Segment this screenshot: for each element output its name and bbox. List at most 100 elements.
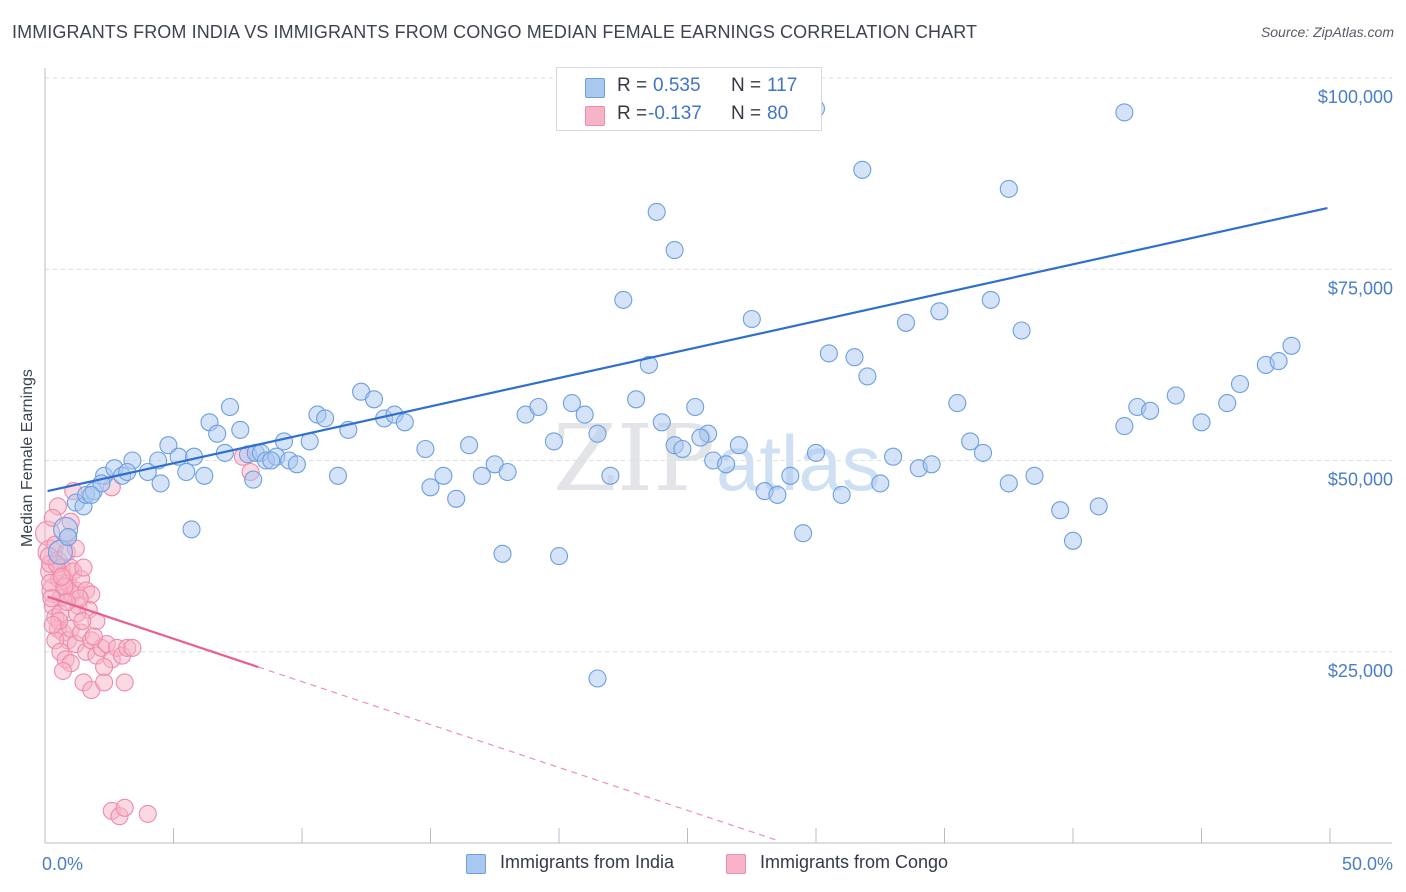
india-point <box>768 485 787 504</box>
india-point <box>328 466 348 485</box>
source-credit: Source: ZipAtlas.com <box>1260 24 1394 40</box>
india-point <box>639 355 658 374</box>
india-point <box>447 489 466 508</box>
india-point <box>1063 531 1083 550</box>
congo-point <box>115 673 134 692</box>
india-point <box>364 390 384 409</box>
india-point <box>498 462 517 482</box>
india-point <box>627 390 646 409</box>
axes <box>44 68 1392 844</box>
india-point <box>691 428 710 447</box>
india-point <box>1192 413 1211 432</box>
india-point <box>961 432 980 451</box>
congo-point <box>95 673 114 692</box>
x-tick-label: 0.0% <box>42 854 83 874</box>
india-series <box>47 99 1301 688</box>
y-tick-label: $100,000 <box>1318 87 1393 107</box>
india-legend-label: Immigrants from India <box>500 852 675 872</box>
india-point <box>686 397 705 417</box>
india-point <box>544 432 563 451</box>
congo-point <box>74 558 93 577</box>
india-point <box>853 160 872 179</box>
correlation-stats-box: R = 0.535 N = 117 R = -0.137 N = 80 <box>556 67 822 131</box>
india-point <box>1141 401 1160 420</box>
india-point <box>806 443 826 462</box>
congo-trend-extension <box>258 666 778 841</box>
india-point <box>665 241 684 260</box>
india-point <box>1051 501 1070 520</box>
india-point <box>588 669 607 688</box>
india-point <box>981 290 1000 309</box>
congo-point <box>53 661 73 680</box>
india-point <box>794 524 813 543</box>
india-point <box>82 485 101 504</box>
india-point <box>151 474 170 493</box>
trend-lines <box>47 206 1328 841</box>
y-tick-label: $25,000 <box>1328 661 1393 681</box>
congo-point <box>138 804 157 823</box>
india-point <box>1012 321 1031 340</box>
congo-point <box>43 615 62 635</box>
congo-point <box>115 798 134 817</box>
india-point <box>999 474 1018 493</box>
india-point <box>549 547 569 566</box>
congo-swatch <box>585 106 605 126</box>
india-point <box>262 451 281 470</box>
india-point <box>220 397 240 417</box>
congo-trend-line <box>47 595 259 669</box>
y-tick-label: $75,000 <box>1328 278 1393 298</box>
india-point <box>416 439 435 459</box>
india-point <box>729 436 748 455</box>
congo-n-label: N = <box>731 103 762 124</box>
india-point <box>1230 374 1250 394</box>
congo-legend-swatch <box>726 854 746 874</box>
stats-row-india: R = 0.535 N = 117 <box>557 72 821 102</box>
congo-r-value: -0.137 <box>648 103 702 124</box>
india-point <box>460 436 479 455</box>
india-point <box>884 447 903 466</box>
india-point <box>601 466 620 485</box>
india-n-value: 117 <box>767 75 798 96</box>
india-point <box>588 424 607 443</box>
india-point <box>973 443 993 462</box>
congo-point <box>52 567 71 586</box>
congo-legend-label: Immigrants from Congo <box>760 852 949 872</box>
india-point <box>472 466 491 485</box>
india-point <box>845 348 864 367</box>
watermark-zip: ZIP <box>553 405 715 512</box>
india-r-label: R = <box>617 75 648 96</box>
india-point <box>316 409 335 428</box>
x-tick-label: 50.0% <box>1342 854 1393 874</box>
india-legend-swatch <box>466 854 486 874</box>
india-point <box>421 478 440 497</box>
india-point <box>395 413 414 432</box>
india-point <box>614 290 633 309</box>
india-point <box>244 470 263 489</box>
india-point <box>871 474 890 493</box>
india-point <box>1115 103 1134 122</box>
india-point <box>647 202 666 221</box>
india-point <box>652 413 671 432</box>
india-point <box>287 455 306 474</box>
india-point <box>529 397 548 417</box>
india-point <box>832 485 851 504</box>
tick-labels: $25,000 $50,000 $75,000 $100,000 0.0% 50.0% <box>42 87 1393 874</box>
india-point <box>930 302 949 321</box>
india-point <box>1218 394 1237 413</box>
congo-point <box>95 657 114 677</box>
india-swatch <box>585 78 605 98</box>
india-trend-line <box>47 206 1328 493</box>
india-r-value: 0.535 <box>653 75 701 96</box>
india-point <box>1025 466 1044 485</box>
india-point <box>819 344 838 363</box>
india-point <box>717 455 736 474</box>
india-point <box>1282 336 1301 355</box>
watermark: ZIP atlas <box>553 405 881 512</box>
congo-r-label: R = <box>617 103 648 124</box>
india-point <box>59 527 78 547</box>
india-point <box>208 424 227 443</box>
india-point <box>231 420 250 439</box>
india-point <box>896 313 916 332</box>
grid-lines <box>45 77 1392 653</box>
